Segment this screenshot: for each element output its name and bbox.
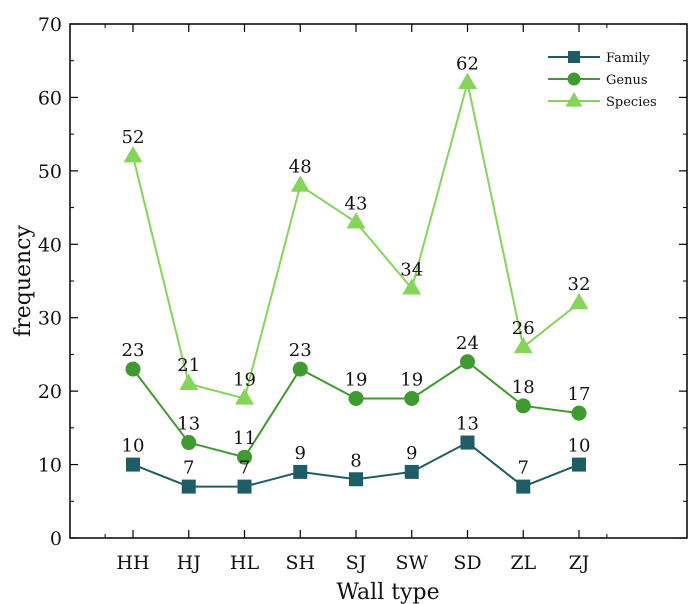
- genus-point: [348, 390, 364, 406]
- family-point: [237, 479, 252, 494]
- legend-genus-marker: [567, 72, 581, 86]
- family-data-label: 7: [518, 458, 529, 479]
- legend-family-label: Family: [606, 51, 651, 66]
- species-data-label: 48: [289, 157, 312, 178]
- genus-data-label: 19: [345, 369, 368, 390]
- family-data-label: 8: [350, 450, 361, 471]
- legend-genus-label: Genus: [606, 73, 648, 88]
- x-tick-label: SJ: [346, 552, 367, 574]
- family-data-label: 7: [183, 458, 194, 479]
- y-axis-title: frequency: [11, 224, 36, 336]
- y-tick-label: 50: [38, 161, 62, 183]
- family-point: [404, 464, 419, 479]
- genus-point: [237, 449, 252, 465]
- species-point: [235, 388, 254, 405]
- family-point: [293, 464, 308, 479]
- species-point: [513, 337, 533, 354]
- y-tick-label: 70: [38, 14, 62, 36]
- series-species: [123, 72, 589, 405]
- genus-data-label: 19: [400, 369, 423, 390]
- species-data-label: 26: [512, 318, 535, 339]
- x-tick-label: HJ: [177, 552, 201, 574]
- species-data-label: 43: [345, 193, 368, 214]
- legend-species-label: Species: [606, 95, 657, 110]
- y-tick-label: 0: [50, 528, 62, 550]
- y-tick-label: 20: [38, 381, 62, 403]
- x-tick-label: SD: [453, 552, 481, 574]
- genus-data-label: 23: [289, 340, 312, 361]
- genus-data-label: 18: [512, 377, 535, 398]
- legend-species-marker: [565, 92, 583, 107]
- family-point: [516, 479, 531, 494]
- genus-point: [515, 398, 531, 414]
- family-data-label: 9: [406, 443, 417, 464]
- legend-family-marker: [568, 51, 580, 63]
- family-data-label: 13: [456, 414, 479, 435]
- x-tick-label: HL: [230, 552, 260, 574]
- y-tick-label: 60: [38, 87, 62, 109]
- species-line: [132, 82, 580, 400]
- series-layer: [123, 72, 589, 494]
- x-tick-label: SH: [285, 552, 315, 574]
- x-tick-label: HH: [116, 552, 149, 574]
- data-label-layer: 10 7 7 9 8 9 13 7 10 23 13 11 23 19 19 24 18 17 52 21 19 48 43…: [122, 54, 591, 479]
- series-genus: [125, 354, 587, 465]
- genus-point: [125, 361, 141, 377]
- species-point: [179, 373, 199, 390]
- genus-data-label: 13: [177, 414, 200, 435]
- y-axis: 0 10 20 30 40 50 60 70: [38, 14, 687, 550]
- species-point: [290, 175, 310, 192]
- species-point: [402, 278, 422, 295]
- family-data-label: 9: [295, 443, 306, 464]
- species-point: [123, 146, 143, 163]
- genus-point: [460, 354, 475, 370]
- genus-point: [292, 361, 308, 377]
- y-tick-label: 10: [38, 455, 62, 477]
- x-axis-title: Wall type: [336, 580, 439, 604]
- species-point: [458, 72, 477, 89]
- species-point: [346, 212, 366, 229]
- genus-data-label: 24: [456, 333, 479, 354]
- species-point: [569, 293, 589, 310]
- y-tick-label: 40: [38, 234, 62, 256]
- genus-point: [571, 405, 587, 421]
- series-family: [126, 435, 586, 494]
- species-data-label: 21: [177, 355, 200, 376]
- species-data-label: 32: [568, 274, 591, 295]
- x-axis: HH HJ HL SH SJ SW SD ZL ZJ: [104, 24, 608, 574]
- species-data-label: 62: [456, 54, 479, 75]
- x-tick-label: SW: [395, 552, 428, 574]
- species-data-label: 19: [233, 369, 256, 390]
- genus-data-label: 11: [233, 428, 256, 449]
- species-data-label: 34: [400, 259, 423, 280]
- family-data-label: 10: [122, 436, 145, 457]
- species-data-label: 52: [122, 127, 145, 148]
- family-data-label: 7: [239, 458, 250, 479]
- x-tick-label: ZJ: [569, 552, 590, 574]
- family-point: [460, 435, 475, 450]
- family-data-label: 10: [568, 436, 591, 457]
- genus-data-label: 23: [122, 340, 145, 361]
- family-point: [349, 472, 363, 487]
- y-tick-label: 30: [38, 308, 62, 330]
- family-point: [572, 457, 586, 472]
- genus-point: [181, 435, 197, 451]
- genus-point: [404, 390, 420, 406]
- legend: Family Genus Species: [548, 51, 657, 110]
- family-point: [126, 457, 140, 472]
- family-point: [181, 479, 196, 494]
- genus-data-label: 17: [568, 384, 591, 405]
- x-tick-label: ZL: [510, 552, 536, 574]
